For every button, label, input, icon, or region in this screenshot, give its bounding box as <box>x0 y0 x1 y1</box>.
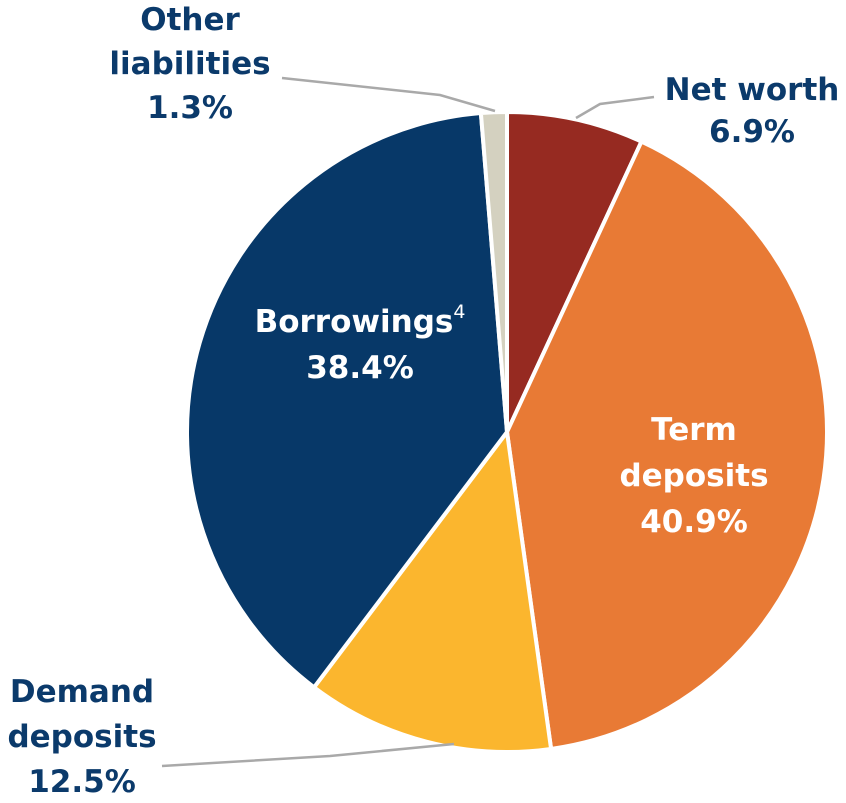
slice-name-label: Net worth <box>665 72 840 108</box>
leader-line-demand-deposits <box>162 744 454 766</box>
slice-value-label: 12.5% <box>28 764 136 800</box>
slice-name-label: liabilities <box>109 46 270 82</box>
slice-label-other-liabilities: Other liabilities 1.3% <box>109 2 270 126</box>
slice-name-label: Demand <box>10 674 154 710</box>
slice-value-label: 6.9% <box>709 114 795 150</box>
slice-name-label: deposits <box>619 458 768 494</box>
footnote-superscript: 4 <box>453 301 465 323</box>
slice-value-label: 40.9% <box>640 504 748 540</box>
slice-value-label: 38.4% <box>306 350 414 386</box>
slice-label-demand-deposits: Demand deposits 12.5% <box>7 674 156 800</box>
slice-name-label: Borrowings <box>255 304 454 340</box>
leader-line-other-liabilities <box>282 78 495 111</box>
slice-name-label: deposits <box>7 719 156 755</box>
slice-name-label: Term <box>651 412 737 448</box>
leader-line-net-worth <box>576 97 654 118</box>
slice-value-label: 1.3% <box>147 90 233 126</box>
slice-label-net-worth: Net worth 6.9% <box>665 72 840 150</box>
slice-name-label: Other <box>140 2 240 38</box>
